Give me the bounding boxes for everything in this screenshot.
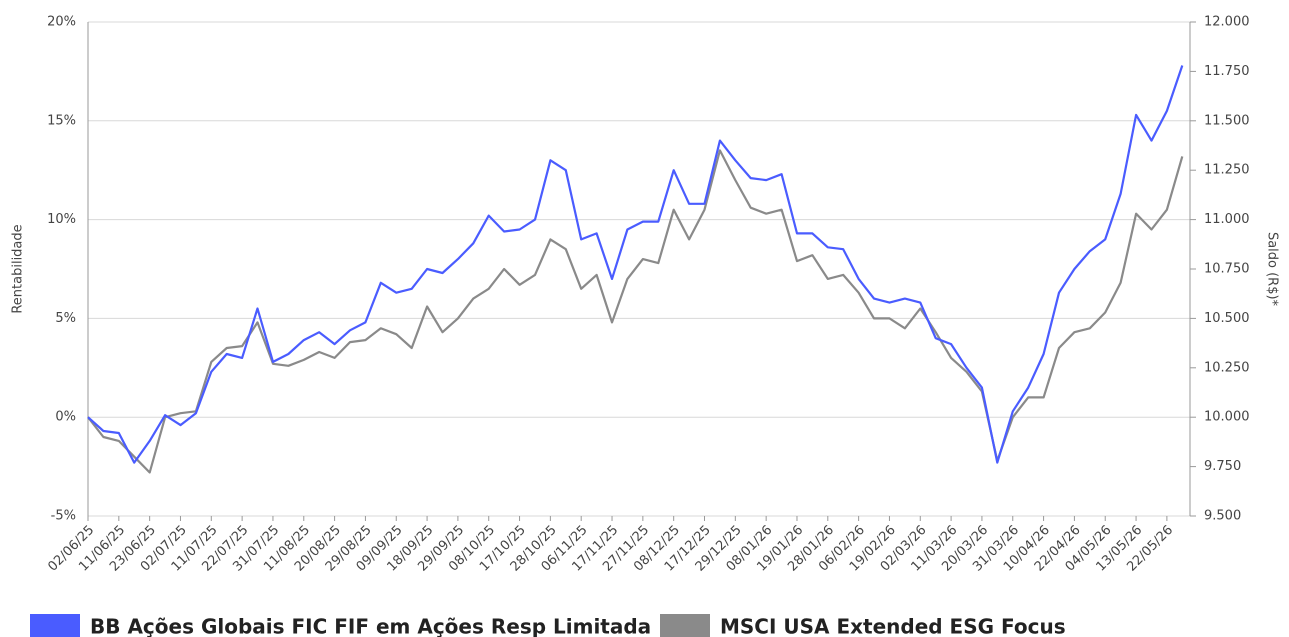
y-axis-label: Rentabilidade xyxy=(11,224,26,313)
y-tick-label: 0% xyxy=(55,410,76,425)
y-tick-label: 15% xyxy=(47,113,76,128)
y2-tick-label: 9.500 xyxy=(1204,509,1241,524)
y2-axis-label: Saldo (R$)* xyxy=(1265,232,1280,307)
y2-tick-label: 10.500 xyxy=(1204,311,1250,326)
series-line xyxy=(87,65,1184,464)
y2-tick-label: 11.500 xyxy=(1204,113,1250,128)
y2-tick-label: 10.000 xyxy=(1204,410,1250,425)
y2-tick-label: 11.000 xyxy=(1204,212,1250,227)
y2-tick-label: 10.750 xyxy=(1204,262,1250,277)
y-tick-label: 20% xyxy=(47,15,76,30)
y2-tick-label: 9.750 xyxy=(1204,459,1241,474)
y2-tick-label: 10.250 xyxy=(1204,360,1250,375)
y2-tick-label: 11.750 xyxy=(1204,64,1250,79)
y-tick-label: 5% xyxy=(55,311,76,326)
legend-swatch xyxy=(660,614,710,637)
legend-swatch xyxy=(30,614,80,637)
y2-tick-label: 12.000 xyxy=(1204,15,1250,30)
legend-label: BB Ações Globais FIC FIF em Ações Resp L… xyxy=(90,615,651,637)
series-line xyxy=(87,149,1184,474)
y2-tick-label: 11.250 xyxy=(1204,163,1250,178)
legend-label: MSCI USA Extended ESG Focus xyxy=(720,615,1066,637)
y-tick-label: -5% xyxy=(51,509,76,524)
y-tick-label: 10% xyxy=(47,212,76,227)
